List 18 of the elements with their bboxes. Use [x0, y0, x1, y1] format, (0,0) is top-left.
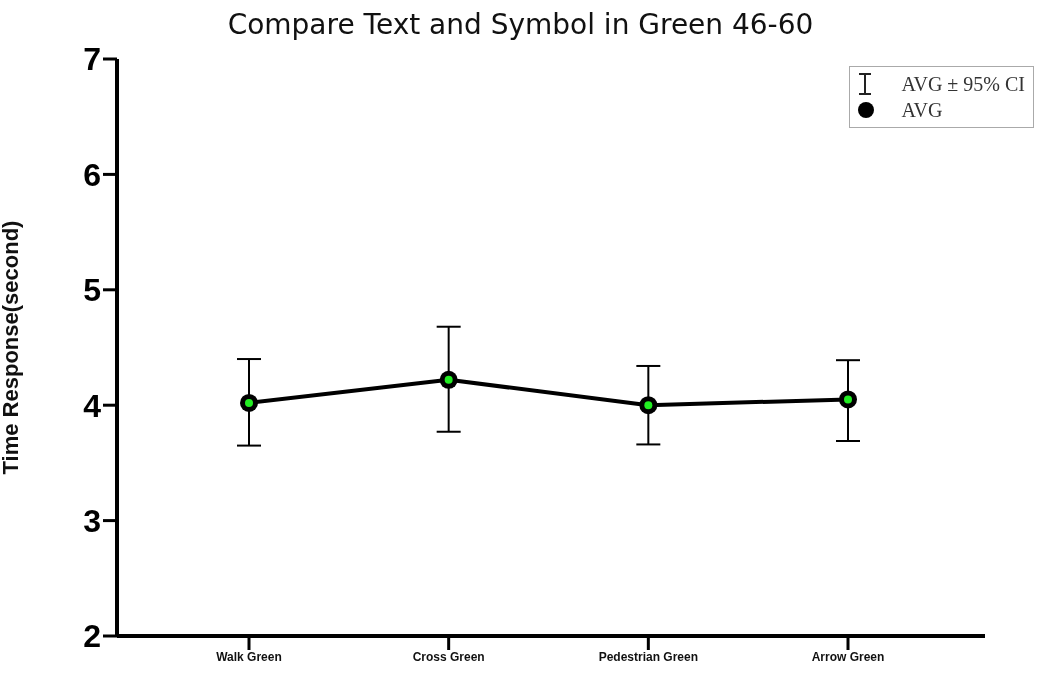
point: [639, 396, 658, 415]
y-tick-label: 6: [83, 156, 101, 193]
x-tick-label: Cross Green: [412, 649, 485, 664]
y-axis-title: Time Response(second): [0, 220, 23, 475]
y-tick-label: 3: [83, 502, 101, 539]
chart-title: Compare Text and Symbol in Green 46-60: [226, 8, 815, 41]
legend-label: AVG: [901, 98, 943, 123]
y-tick-label: 7: [83, 41, 101, 78]
x-tick-label: Arrow Green: [811, 649, 885, 664]
annotation: AVG ± 95% CI: [901, 72, 1025, 97]
y-tick-label: 5: [83, 272, 101, 309]
x-tick-label: Walk Green: [216, 649, 282, 664]
point: [839, 390, 857, 409]
x-tick-label: Pedestrian Green: [598, 649, 699, 664]
y-tick-label: 2: [83, 618, 101, 655]
point: [240, 393, 258, 412]
y-tick-label: 4: [83, 387, 102, 424]
point: [439, 370, 458, 389]
